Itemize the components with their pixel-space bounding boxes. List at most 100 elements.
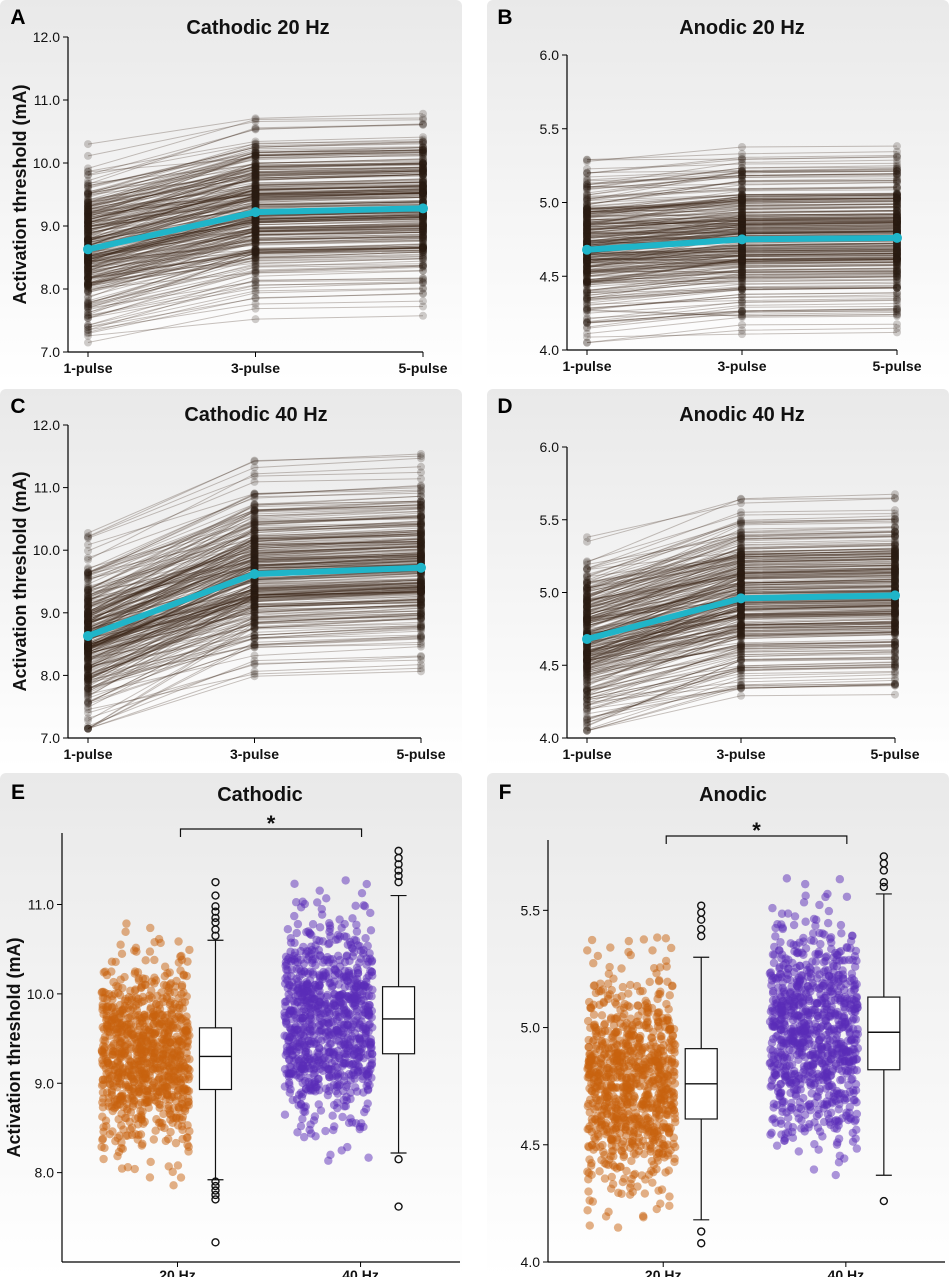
trace-point [84, 231, 92, 240]
trace-point [84, 279, 92, 288]
trace-point [84, 257, 92, 266]
trace-point [251, 230, 260, 239]
trace-point [84, 235, 92, 244]
trace-line [87, 231, 424, 287]
x-tick-label: 1-pulse [63, 360, 112, 376]
trace-point [84, 218, 92, 227]
trace-point [419, 220, 427, 229]
trace-point [251, 239, 260, 248]
trace-line [87, 196, 424, 230]
trace-point [84, 170, 92, 179]
trace-point [419, 284, 427, 293]
trace-point [419, 275, 427, 284]
trace-point [251, 195, 260, 204]
trace-point [251, 294, 260, 303]
panel-title: Anodic 40 Hz [679, 404, 805, 426]
trace-point [583, 726, 591, 735]
trace-point [419, 225, 427, 234]
trace-point [84, 599, 92, 608]
trace-line [87, 180, 424, 216]
trace-point [84, 229, 92, 238]
trace-point [251, 236, 260, 245]
trace-point [251, 194, 260, 203]
trace-point [251, 183, 260, 192]
trace-line [87, 194, 424, 231]
trace-line [87, 249, 424, 287]
trace-point [419, 227, 427, 236]
trace-line [87, 246, 424, 262]
trace-point [84, 183, 92, 192]
y-tick-label: 8.0 [41, 667, 61, 683]
trace-point [419, 266, 427, 275]
trace-line [87, 288, 424, 333]
trace-point [251, 192, 260, 201]
trace-line [87, 185, 424, 246]
y-tick-label: 11.0 [34, 480, 60, 496]
trace-point [419, 246, 427, 255]
trace-point [251, 190, 260, 199]
trace-point [84, 271, 92, 280]
trace-point [419, 178, 427, 187]
trace-point [419, 180, 427, 189]
trace-point [251, 200, 260, 209]
trace-point [251, 160, 260, 169]
trace-point [251, 262, 260, 271]
trace-line [87, 216, 424, 261]
trace-point [251, 215, 260, 224]
trace-point [84, 280, 92, 289]
trace-point [419, 191, 427, 200]
trace-point [84, 301, 92, 310]
trace-point [251, 159, 260, 168]
trace-point [251, 248, 260, 257]
trace-point [84, 321, 92, 330]
y-tick-label: 4.0 [540, 730, 560, 746]
trace-point [251, 224, 260, 233]
trace-line [87, 186, 424, 228]
trace-point [419, 243, 427, 252]
trace-point [419, 212, 427, 221]
trace-point [251, 233, 260, 242]
trace-line [87, 234, 424, 273]
trace-point [251, 195, 260, 204]
trace-point [251, 190, 260, 199]
trace-line [87, 179, 424, 237]
trace-point [251, 231, 260, 240]
trace-point [419, 159, 427, 168]
trace-point [419, 183, 427, 192]
x-tick-label: 1-pulse [562, 746, 611, 762]
trace-point [251, 162, 260, 171]
trace-point [84, 164, 92, 173]
trace-point [251, 284, 260, 293]
trace-point [419, 311, 427, 320]
trace-point [84, 255, 92, 264]
trace-point [251, 189, 260, 198]
trace-point [419, 289, 427, 298]
trace-point [251, 186, 260, 195]
trace-line [87, 235, 424, 273]
trace-point [251, 185, 260, 194]
trace-point [251, 280, 260, 289]
trace-point [251, 141, 260, 150]
trace-line [87, 234, 424, 265]
trace-line [87, 146, 424, 197]
trace-point [419, 163, 427, 172]
trace-point [419, 278, 427, 287]
trace-point [250, 540, 259, 549]
trace-point [84, 675, 92, 684]
trace-point [251, 148, 260, 157]
trace-point [419, 184, 427, 193]
trace-point [419, 211, 427, 220]
trace-line [87, 277, 424, 317]
trace-point [84, 284, 92, 293]
trace-line [87, 216, 424, 255]
trace-point [251, 137, 260, 146]
trace-point [84, 323, 92, 332]
trace-point [84, 237, 92, 246]
trace-point [84, 260, 92, 269]
trace-point [419, 220, 427, 229]
trace-line [87, 186, 424, 234]
trace-point [84, 325, 92, 334]
trace-point [84, 261, 92, 270]
trace-line [87, 158, 424, 216]
trace-point [84, 293, 92, 302]
